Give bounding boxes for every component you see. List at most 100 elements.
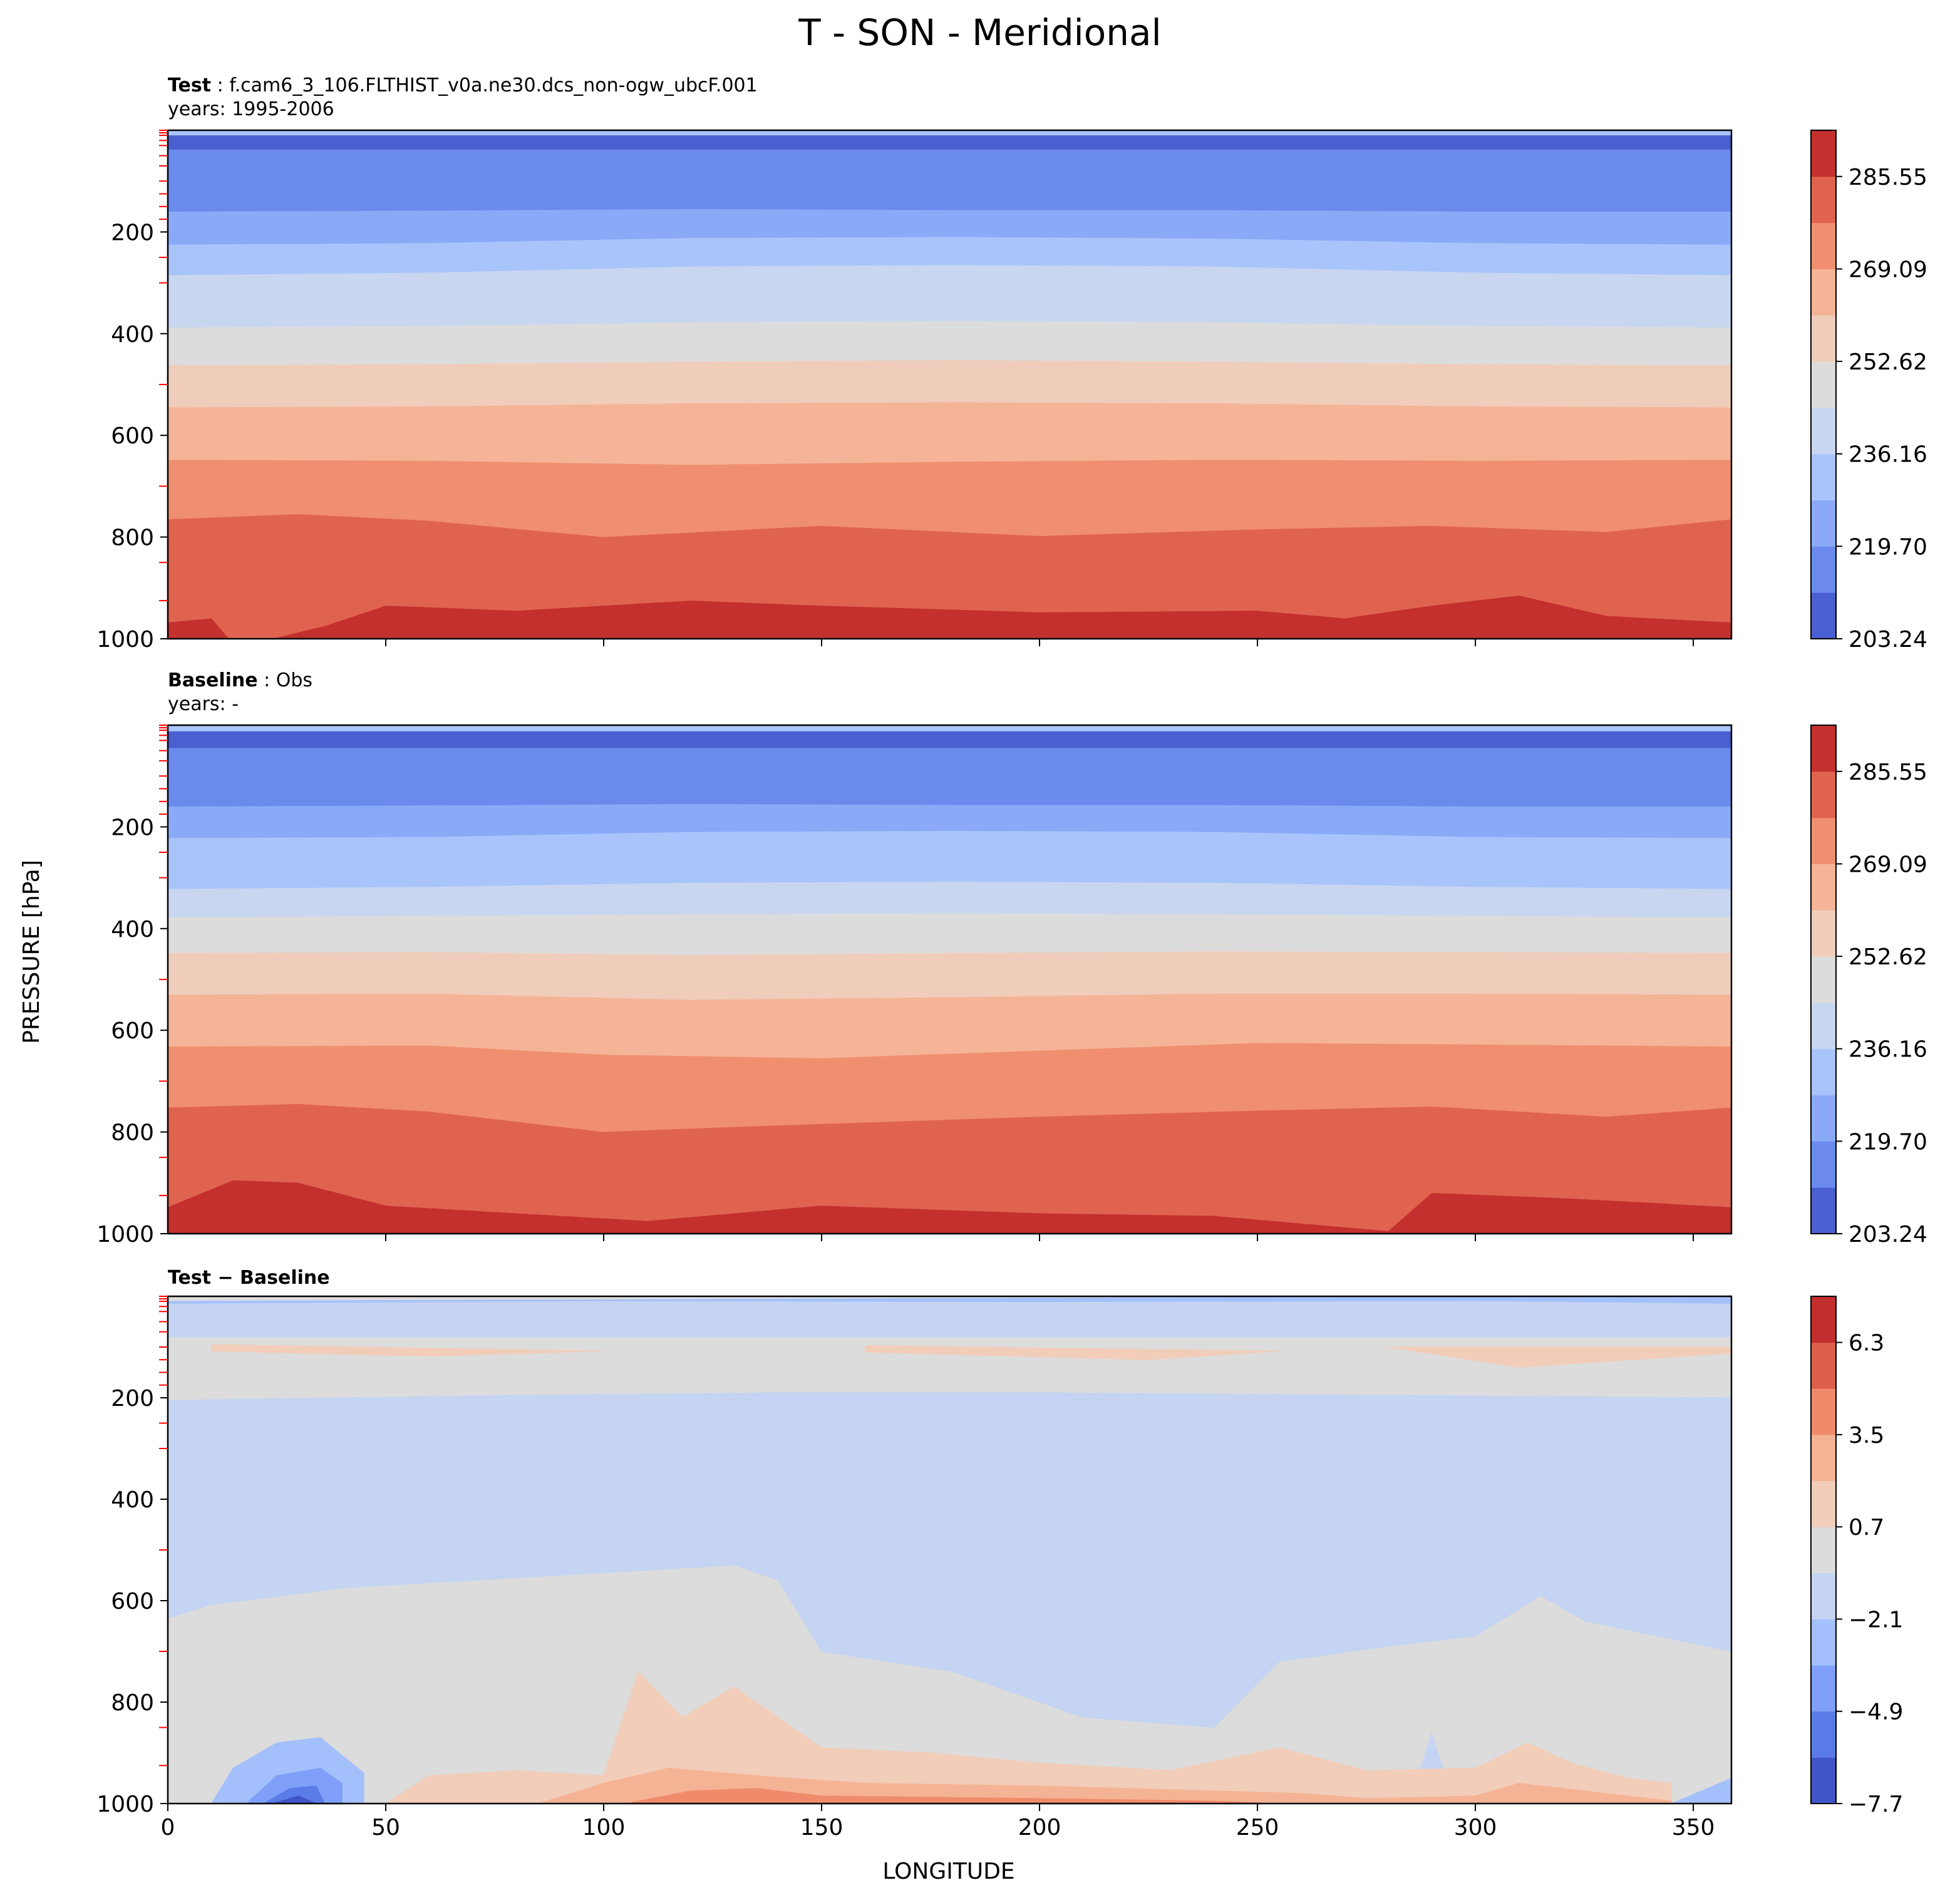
contour-band-10 xyxy=(168,596,1731,639)
colorbar-segment xyxy=(1811,1048,1836,1096)
colorbar-segment xyxy=(1811,1665,1836,1712)
plot-area xyxy=(168,1296,1731,1804)
colorbar-tick-label: 252.62 xyxy=(1849,349,1927,375)
y-tick-label: 800 xyxy=(111,525,154,551)
x-tick-label: 100 xyxy=(582,1815,626,1841)
colorbar-tick-label: 203.24 xyxy=(1849,1222,1927,1247)
colorbar-segment xyxy=(1811,817,1836,864)
colorbar-segment xyxy=(1811,269,1836,316)
colorbar-segment xyxy=(1811,1002,1836,1050)
suptitle: T - SON - Meridional xyxy=(798,11,1161,54)
y-tick-label: 800 xyxy=(111,1120,154,1146)
colorbar-segment xyxy=(1811,910,1836,957)
contour-region-1 xyxy=(168,1301,1731,1338)
panel-subtitle: years: 1995-2006 xyxy=(168,98,334,120)
x-tick-label: 200 xyxy=(1018,1815,1061,1841)
colorbar-segment xyxy=(1811,1572,1836,1619)
colorbar-frame xyxy=(1810,130,1837,639)
y-tick-label: 200 xyxy=(111,1386,154,1412)
panel-title: Test : f.cam6_3_106.FLTHIST_v0a.ne30.dcs… xyxy=(168,75,758,96)
colorbar-tick-label: −4.9 xyxy=(1849,1700,1903,1725)
contour-band-9 xyxy=(168,514,1731,639)
y-tick-label: 600 xyxy=(111,1589,154,1614)
y-tick-label: 200 xyxy=(111,815,154,840)
colorbar-tick-label: 236.16 xyxy=(1849,1037,1927,1063)
colorbar-frame xyxy=(1810,1296,1837,1804)
contour-region-8 xyxy=(538,1767,1672,1804)
colorbar-tick-label: 6.3 xyxy=(1849,1331,1884,1356)
panel-test: 200 400 600 800 1000 Test : f.cam6_3_106.FLTH… xyxy=(96,75,1927,653)
colorbar-segment xyxy=(1811,1095,1836,1142)
colorbar-segment xyxy=(1811,1388,1836,1435)
contour-region-3 xyxy=(865,1345,1279,1360)
colorbar-segment xyxy=(1811,222,1836,269)
x-axis-label: LONGITUDE xyxy=(882,1859,1014,1884)
colorbar-segment xyxy=(1811,1296,1836,1343)
x-tick-label: 150 xyxy=(800,1815,843,1841)
y-tick-label: 1000 xyxy=(96,627,154,653)
x-tick-label: 0 xyxy=(161,1815,175,1841)
colorbar-segment xyxy=(1811,864,1836,911)
contour-region-2 xyxy=(211,1344,604,1357)
y-tick-label: 800 xyxy=(111,1690,154,1716)
y-tick-label: 600 xyxy=(111,423,154,449)
x-tick-label: 350 xyxy=(1672,1815,1715,1841)
colorbar-tick-label: 219.70 xyxy=(1849,1129,1927,1155)
colorbar-tick-label: 219.70 xyxy=(1849,534,1927,560)
colorbar-tick-label: 285.55 xyxy=(1849,760,1927,785)
y-axis-label: PRESSURE [hPa] xyxy=(19,860,44,1044)
contour-region-4 xyxy=(1388,1346,1731,1368)
contour-region-7 xyxy=(385,1671,1672,1804)
colorbar-segment xyxy=(1811,1619,1836,1666)
colorbar-tick-label: 0.7 xyxy=(1849,1515,1884,1541)
x-tick-label: 50 xyxy=(371,1815,400,1841)
colorbar-tick-label: 236.16 xyxy=(1849,442,1927,468)
colorbar-tick-label: 3.5 xyxy=(1849,1423,1884,1448)
y-tick-label: 200 xyxy=(111,220,154,245)
colorbar-segment xyxy=(1811,1187,1836,1234)
colorbar-tick-label: 269.09 xyxy=(1849,257,1927,282)
contour-band-10 xyxy=(168,1180,1731,1234)
colorbar-segment xyxy=(1811,130,1836,177)
colorbar-tick-label: −2.1 xyxy=(1849,1607,1903,1633)
y-tick-label: 400 xyxy=(111,322,154,348)
y-tick-label: 400 xyxy=(111,917,154,942)
colorbar-segment xyxy=(1811,407,1836,455)
colorbar-segment xyxy=(1811,176,1836,224)
colorbar-tick-label: 252.62 xyxy=(1849,944,1927,970)
colorbar-segment xyxy=(1811,1757,1836,1804)
colorbar-segment xyxy=(1811,771,1836,818)
colorbar-segment xyxy=(1811,956,1836,1003)
colorbar-tick-label: 285.55 xyxy=(1849,165,1927,190)
contour-top-layer xyxy=(168,725,1731,731)
y-tick-label: 600 xyxy=(111,1018,154,1044)
panel-title: Baseline : Obs xyxy=(168,669,312,691)
x-tick-label: 300 xyxy=(1454,1815,1497,1841)
y-tick-label: 1000 xyxy=(96,1792,154,1817)
colorbar-tick-label: 203.24 xyxy=(1849,627,1927,653)
colorbar-segment xyxy=(1811,1434,1836,1482)
colorbar-segment xyxy=(1811,1527,1836,1574)
colorbar-segment xyxy=(1811,500,1836,547)
contour-band-9 xyxy=(168,1103,1731,1234)
contour-region-5 xyxy=(168,1392,1731,1728)
panel-subtitle: years: - xyxy=(168,693,239,715)
plot-area xyxy=(168,130,1731,639)
colorbar-segment xyxy=(1811,1141,1836,1188)
colorbar-segment xyxy=(1811,725,1836,772)
panel-title: Test − Baseline xyxy=(168,1267,330,1289)
colorbar-tick-label: −7.7 xyxy=(1849,1792,1903,1817)
colorbar-segment xyxy=(1811,1711,1836,1758)
y-tick-label: 400 xyxy=(111,1487,154,1513)
y-tick-label: 1000 xyxy=(96,1222,154,1247)
colorbar-segment xyxy=(1811,361,1836,408)
x-tick-label: 250 xyxy=(1236,1815,1279,1841)
colorbar-segment xyxy=(1811,453,1836,501)
colorbar-segment xyxy=(1811,546,1836,593)
colorbar-segment xyxy=(1811,1342,1836,1389)
colorbar-segment xyxy=(1811,592,1836,639)
colorbar-segment xyxy=(1811,1480,1836,1527)
